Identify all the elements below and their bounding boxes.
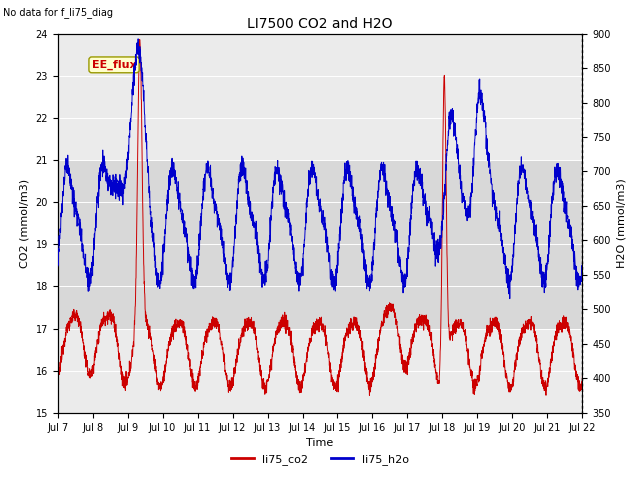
Y-axis label: H2O (mmol/m3): H2O (mmol/m3) <box>616 179 627 268</box>
X-axis label: Time: Time <box>307 438 333 448</box>
Bar <box>58 160 582 328</box>
Legend: li75_co2, li75_h2o: li75_co2, li75_h2o <box>227 450 413 469</box>
Title: LI7500 CO2 and H2O: LI7500 CO2 and H2O <box>247 17 393 31</box>
Text: No data for f_li75_diag: No data for f_li75_diag <box>3 7 113 18</box>
Y-axis label: CO2 (mmol/m3): CO2 (mmol/m3) <box>20 179 30 268</box>
Text: EE_flux: EE_flux <box>92 60 136 70</box>
